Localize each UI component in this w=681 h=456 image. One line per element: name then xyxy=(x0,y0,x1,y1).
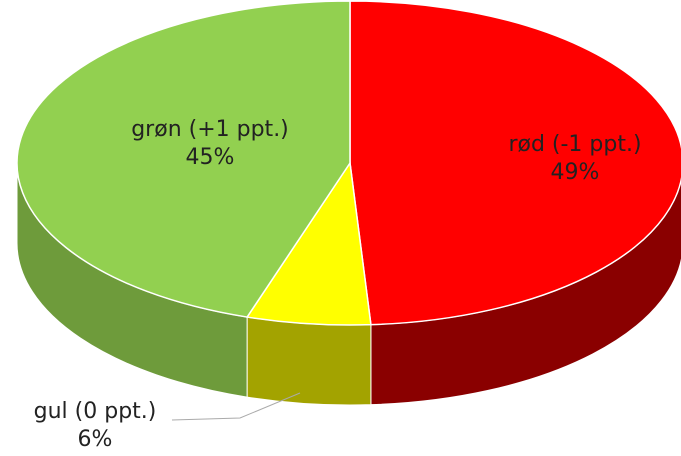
slice-label: rød (-1 ppt.) xyxy=(508,132,641,157)
slice xyxy=(349,0,681,326)
value-label: 6% xyxy=(78,427,113,452)
slice xyxy=(245,160,372,326)
slice-label: grøn (+1 ppt.) xyxy=(131,117,289,142)
slice xyxy=(16,0,351,318)
value-label: 45% xyxy=(186,145,235,170)
leader-line xyxy=(171,392,301,421)
slice-side xyxy=(246,316,372,406)
slice-label: gul (0 ppt.) xyxy=(34,399,157,424)
value-label: 49% xyxy=(551,160,600,185)
